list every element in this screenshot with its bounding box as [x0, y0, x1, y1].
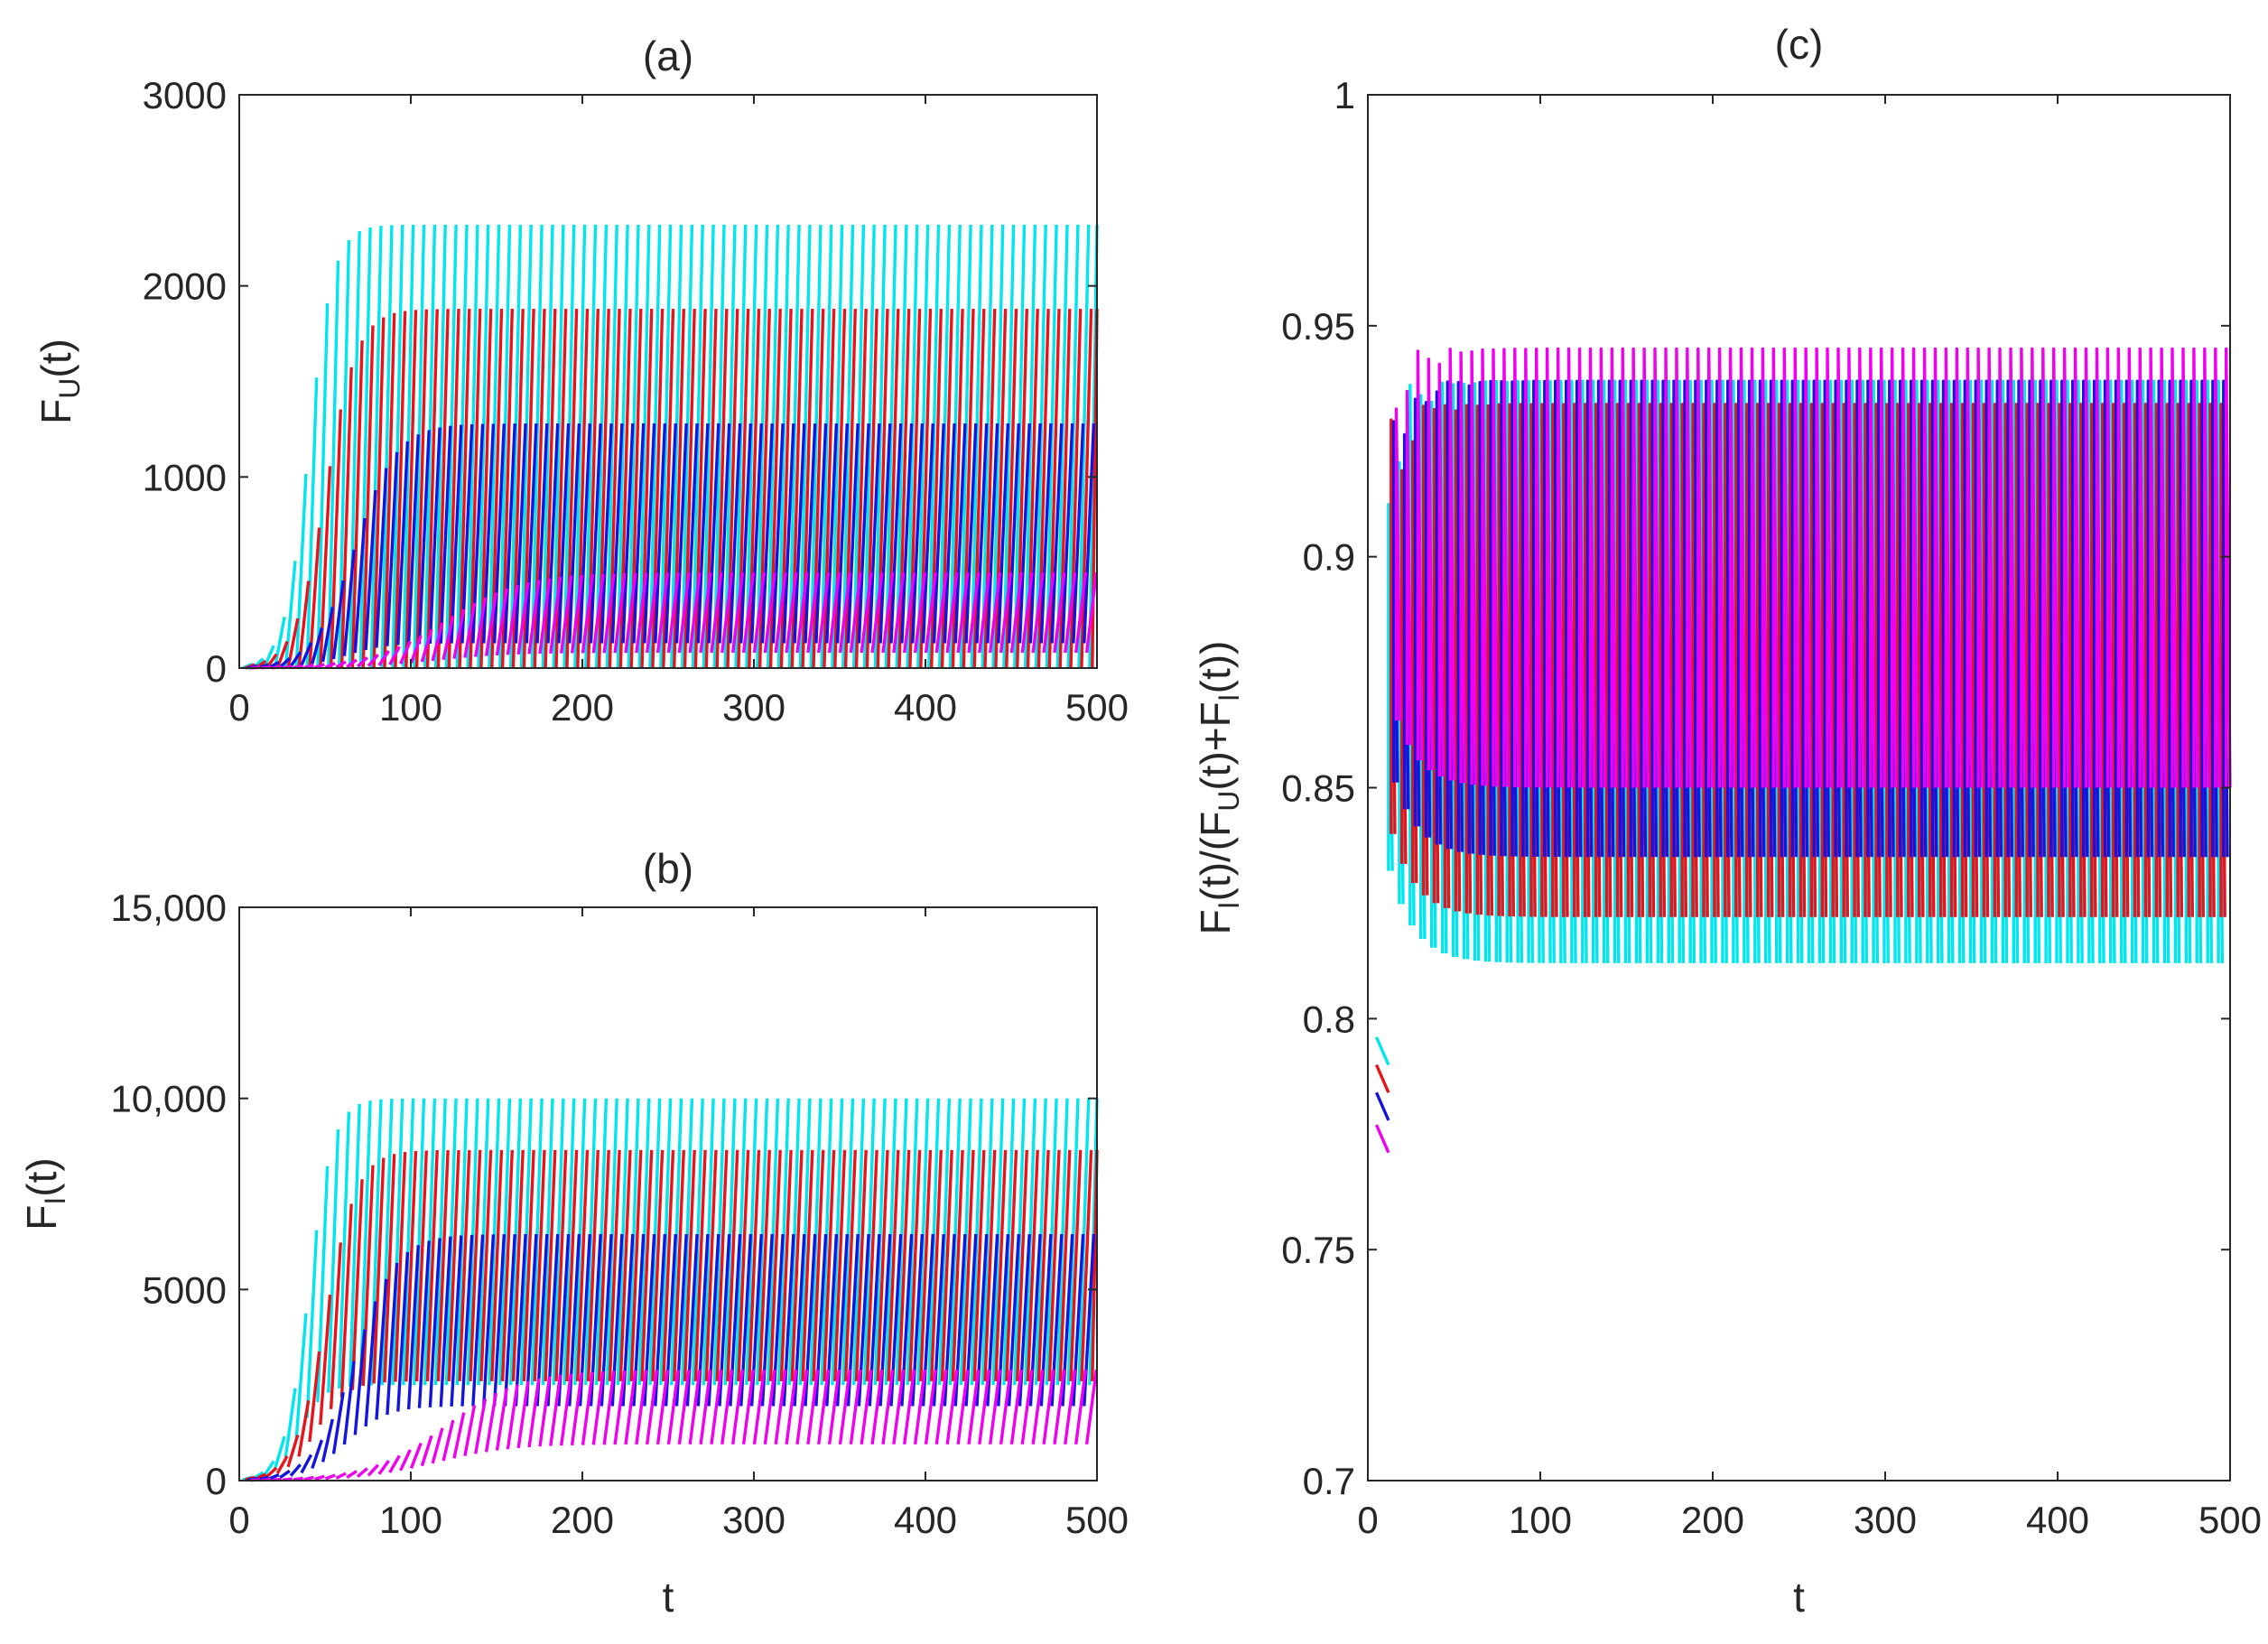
x-tick-label: 0 — [228, 1499, 249, 1541]
x-axis-label: t — [1793, 1574, 1805, 1621]
panel-c: 0 100 200 300 400 500 0.7 0.75 0.8 0.85 0.9 0.95 1 (c… — [1192, 21, 2262, 1621]
y-tick-label: 0.9 — [1303, 536, 1355, 579]
axes-box — [238, 906, 1098, 1481]
panel-b: 0 100 200 300 400 5000500010,00015,000(b)tFI(… — [18, 845, 1129, 1621]
series-line-blue — [1374, 379, 2229, 1121]
x-tick-label: 100 — [1509, 1499, 1572, 1541]
y-tick-label: 1000 — [143, 456, 227, 498]
y-tick-label: 3000 — [143, 74, 227, 116]
x-tick-label: 100 — [379, 1499, 442, 1541]
x-tick-label: 100 — [379, 686, 442, 729]
x-tick-label: 200 — [551, 686, 614, 729]
y-tick-label: 2000 — [143, 265, 227, 308]
panel-title: (b) — [643, 845, 693, 892]
panel-title: (c) — [1775, 21, 1824, 68]
x-tick-label: 400 — [894, 1499, 957, 1541]
series-line-red — [1374, 403, 2226, 1093]
y-axis-label: FI(t) — [18, 1157, 71, 1230]
x-tick-label: 500 — [1065, 1499, 1129, 1541]
y-tick-label: 0.75 — [1281, 1229, 1355, 1271]
x-tick-label: 300 — [1854, 1499, 1917, 1541]
series-group — [1374, 347, 2232, 1154]
y-tick-label: 0.7 — [1303, 1460, 1355, 1502]
x-tick-label: 200 — [1681, 1499, 1744, 1541]
x-tick-label: 300 — [722, 1499, 785, 1541]
y-axis-label: FI(t)/(FU(t)+FI(t)) — [1192, 641, 1245, 935]
series-group — [242, 224, 1099, 670]
y-tick-label: 0 — [206, 647, 227, 690]
axes-box — [238, 94, 1098, 669]
x-tick-label: 200 — [551, 1499, 614, 1541]
x-tick-label: 400 — [894, 686, 957, 729]
y-tick-label: 0.8 — [1303, 998, 1355, 1040]
panel-a: 0 100 200 300 400 500 0 1000 2000 3000 (a) FU(t) — [33, 33, 1129, 729]
y-tick-label: 0 — [206, 1460, 227, 1502]
x-tick-label: 300 — [722, 686, 785, 729]
x-axis-label: t — [663, 1574, 674, 1621]
y-tick-label: 0.95 — [1281, 305, 1355, 348]
x-tick-label: 500 — [2198, 1499, 2262, 1541]
y-tick-label: 0.85 — [1281, 767, 1355, 810]
y-tick-label: 1 — [1334, 74, 1355, 116]
x-tick-label: 0 — [1357, 1499, 1378, 1541]
x-tick-label: 400 — [2026, 1499, 2089, 1541]
series-line-cyan — [1374, 379, 2224, 1066]
y-tick-label: 10,000 — [111, 1078, 227, 1120]
x-tick-label: 500 — [1065, 686, 1129, 729]
y-tick-label: 15,000 — [111, 887, 227, 929]
x-tick-label: 0 — [228, 686, 249, 729]
series-line-magenta — [1374, 347, 2232, 1154]
panel-title: (a) — [643, 33, 693, 79]
y-tick-label: 5000 — [143, 1268, 227, 1311]
y-axis-label: FU(t) — [33, 339, 86, 424]
